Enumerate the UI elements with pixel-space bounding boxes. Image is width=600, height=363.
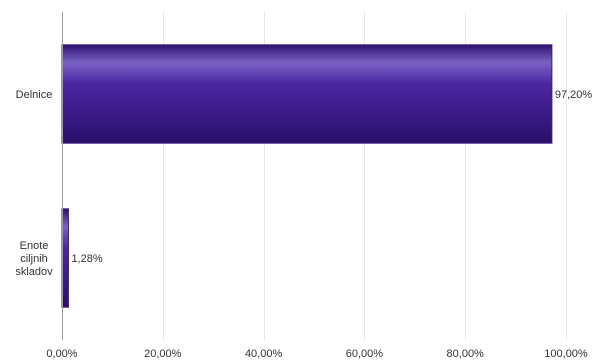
x-tick-label: 60,00% — [346, 348, 384, 360]
data-label: 1,28% — [71, 253, 102, 265]
x-tick-label: 40,00% — [245, 348, 283, 360]
category-label: Enote ciljnih skladov — [15, 240, 53, 278]
labels: 0,00% 20,00% 40,00% 60,00% 80,00% 100,00% 97,2… — [15, 89, 592, 360]
x-tick-label: 0,00% — [46, 348, 77, 360]
x-tick-label: 80,00% — [447, 348, 485, 360]
bars — [61, 44, 553, 308]
data-label: 97,20% — [555, 89, 593, 101]
bar — [61, 44, 553, 144]
category-label: Delnice — [16, 89, 53, 101]
x-tick-label: 20,00% — [144, 348, 182, 360]
x-tick-label: 100,00% — [544, 348, 588, 360]
